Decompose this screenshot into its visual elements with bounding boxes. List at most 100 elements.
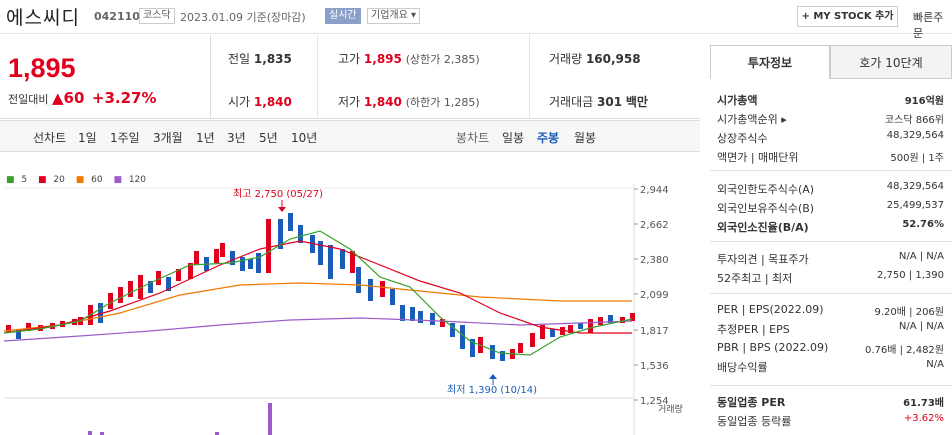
tab-5y[interactable]: 5년 xyxy=(259,131,278,145)
info-label: 배당수익률 xyxy=(717,361,768,374)
tab-monthly[interactable]: 월봉 xyxy=(574,131,597,145)
candle xyxy=(328,245,333,279)
min-annotation: 최저 1,390 (10/14) xyxy=(447,374,537,396)
tab-3m[interactable]: 3개월 xyxy=(153,131,183,145)
candle xyxy=(16,329,21,339)
tab-1y[interactable]: 1년 xyxy=(196,131,215,145)
stock-code: 042110 xyxy=(94,10,140,23)
info-label: PER | EPS(2022.09) xyxy=(717,303,824,316)
volume-value: 160,958 xyxy=(585,52,641,66)
candle xyxy=(6,325,11,333)
candle xyxy=(440,319,445,327)
info-value: N/A | N/A xyxy=(898,321,944,332)
info-label: 투자의견 | 목표주가 xyxy=(717,253,809,266)
info-row: 동일업종 PER 61.73배 xyxy=(710,392,952,410)
candle xyxy=(240,257,245,271)
quick-order-link[interactable]: 빠른주문 xyxy=(913,11,944,40)
candle xyxy=(470,339,475,357)
volume-axis-label: 거래량 xyxy=(658,403,683,415)
info-row: PBR | BPS (2022.09) 0.76배 | 2,482원 xyxy=(710,339,952,357)
candle xyxy=(230,251,235,265)
prev-value: 1,835 xyxy=(253,52,292,66)
info-value: 500원 | 1주 xyxy=(890,153,944,164)
info-row: 동일업종 등락률 +3.62% xyxy=(710,411,952,429)
y-tick-2: 2,380 xyxy=(640,255,669,266)
candle xyxy=(188,263,193,279)
tab-3y[interactable]: 3년 xyxy=(227,131,246,145)
candle xyxy=(266,219,271,273)
legend-60: 60 xyxy=(91,175,103,185)
price-box: 1,895 전일대비 ▲60 +3.27% xyxy=(0,35,211,119)
candle xyxy=(560,327,565,335)
date-text: 2023.01.09 기준(장마감) xyxy=(180,11,306,24)
info-value: 코스닥 866위 xyxy=(884,115,944,126)
candle xyxy=(356,267,361,293)
y-tick-5: 1,536 xyxy=(640,361,669,372)
candle xyxy=(530,333,535,347)
info-label: 외국인보유주식수(B) xyxy=(717,202,815,215)
info-label: 52주최고 | 최저 xyxy=(717,272,793,285)
company-overview-dropdown[interactable]: 기업개요 ▾ xyxy=(367,8,420,24)
candle xyxy=(26,323,31,331)
legend-120: 120 xyxy=(128,175,147,185)
tab-1d[interactable]: 1일 xyxy=(78,131,97,145)
y-tick-0: 2,944 xyxy=(640,185,669,196)
info-value: 9.20배 | 206원 xyxy=(874,307,944,318)
candle xyxy=(118,287,123,303)
info-row: 52주최고 | 최저 2,750 | 1,390 xyxy=(710,268,952,286)
tab-daily[interactable]: 일봉 xyxy=(502,131,525,145)
tab-order-book[interactable]: 호가 10단계 xyxy=(830,45,952,79)
info-row: 상장주식수 48,329,564 xyxy=(710,128,952,146)
candle xyxy=(166,277,171,291)
change-percent: +3.27% xyxy=(91,89,157,107)
header: 에스씨디 042110 코스닥 2023.01.09 기준(장마감) 실시간 기… xyxy=(0,0,952,40)
side-tabs: 투자정보 호가 10단계 xyxy=(710,45,952,79)
add-mystock-button[interactable]: + MY STOCK 추가 xyxy=(797,6,898,27)
live-badge[interactable]: 실시간 xyxy=(325,8,361,24)
candle xyxy=(588,319,593,333)
chart-tabs: 선차트 1일 1주일 3개월 1년 3년 5년 10년 봉차트 일봉 주봉 월봉 xyxy=(0,120,700,152)
candle xyxy=(518,343,523,353)
candle xyxy=(350,251,355,273)
candle xyxy=(400,305,405,321)
candle xyxy=(278,219,283,249)
info-label: 추정PER | EPS xyxy=(717,323,790,336)
legend-20: 20 xyxy=(53,175,65,185)
candle xyxy=(194,251,199,265)
max-label: 최고 2,750 (05/27) xyxy=(233,188,323,200)
candle xyxy=(418,311,423,323)
candle xyxy=(500,351,505,361)
tab-weekly[interactable]: 주봉 xyxy=(537,131,560,145)
candle xyxy=(214,249,219,263)
y-tick-4: 1,817 xyxy=(640,326,669,337)
info-value: 916억원 xyxy=(904,96,944,107)
candle xyxy=(108,293,113,309)
info-label: 동일업종 PER xyxy=(717,396,786,409)
stock-chart[interactable]: ■ 5 ■ 20 ■ 60 ■ 120 최고 2,750 (05/27) 최저 … xyxy=(0,153,700,435)
info-value: 61.73배 xyxy=(903,398,944,409)
candle xyxy=(578,323,583,329)
max-annotation: 최고 2,750 (05/27) xyxy=(233,188,323,212)
candle xyxy=(430,313,435,325)
candle xyxy=(620,317,625,323)
candle xyxy=(298,225,303,243)
info-row: 투자의견 | 목표주가 N/A | N/A xyxy=(710,249,952,267)
info-label: PBR | BPS (2022.09) xyxy=(717,341,829,354)
info-label: 시가총액 xyxy=(717,94,758,107)
tab-invest-info[interactable]: 투자정보 xyxy=(710,45,830,79)
info-row: 외국인소진율(B/A) 52.76% xyxy=(710,217,952,235)
candle xyxy=(256,253,261,273)
info-label: 시가총액순위 ▸ xyxy=(717,113,787,126)
info-value: 25,499,537 xyxy=(886,200,944,211)
tab-1w[interactable]: 1주일 xyxy=(110,131,140,145)
candle xyxy=(318,241,323,265)
info-value: N/A xyxy=(926,359,944,370)
tab-10y[interactable]: 10년 xyxy=(291,131,318,145)
candle xyxy=(598,317,603,325)
volume-label: 거래량 xyxy=(549,52,583,66)
legend-5: 5 xyxy=(21,175,28,185)
candle xyxy=(248,259,253,269)
candle xyxy=(630,313,635,321)
candle xyxy=(608,315,613,323)
info-value: 52.76% xyxy=(902,219,944,230)
